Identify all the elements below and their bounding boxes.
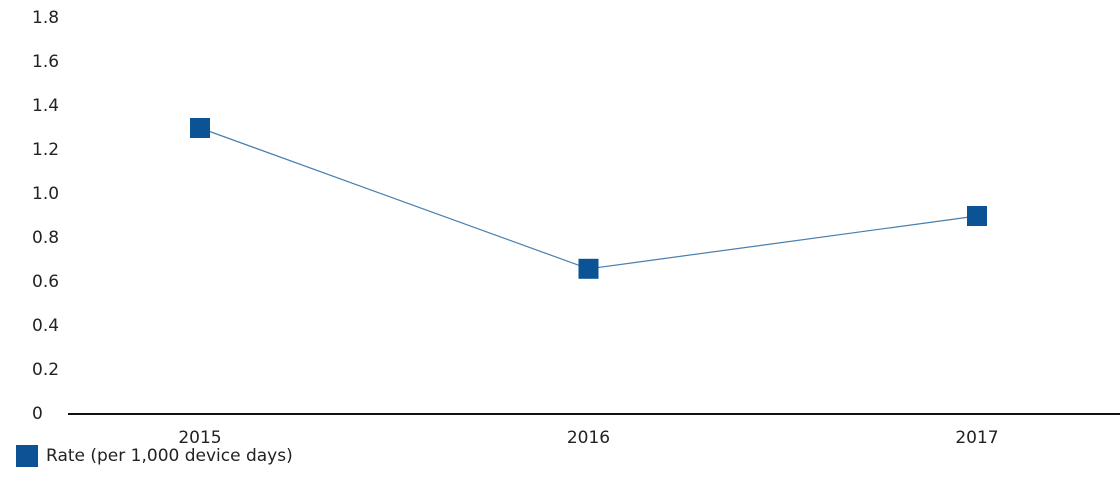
y-tick-label: 1.6 [32, 52, 59, 72]
series-line [199, 127, 978, 270]
y-tick-label: 1.0 [32, 184, 59, 204]
y-tick-label: 0.4 [32, 316, 59, 336]
marker [578, 258, 599, 279]
y-tick-label: 1.4 [32, 96, 59, 116]
legend-swatch [16, 445, 38, 467]
y-tick-label: 0.6 [32, 272, 59, 292]
y-tick-label: 0.8 [32, 228, 59, 248]
marker [190, 118, 210, 138]
x-tick-label: 2015 [178, 428, 221, 448]
y-tick-label: 1.2 [32, 140, 59, 160]
x-tick-label: 2017 [955, 428, 998, 448]
y-tick-label: 0 [32, 404, 43, 424]
marker [967, 206, 987, 226]
y-tick-label: 0.2 [32, 360, 59, 380]
x-tick-label: 2016 [567, 428, 610, 448]
y-tick-label: 1.8 [32, 8, 59, 28]
legend-label: Rate (per 1,000 device days) [46, 446, 293, 466]
